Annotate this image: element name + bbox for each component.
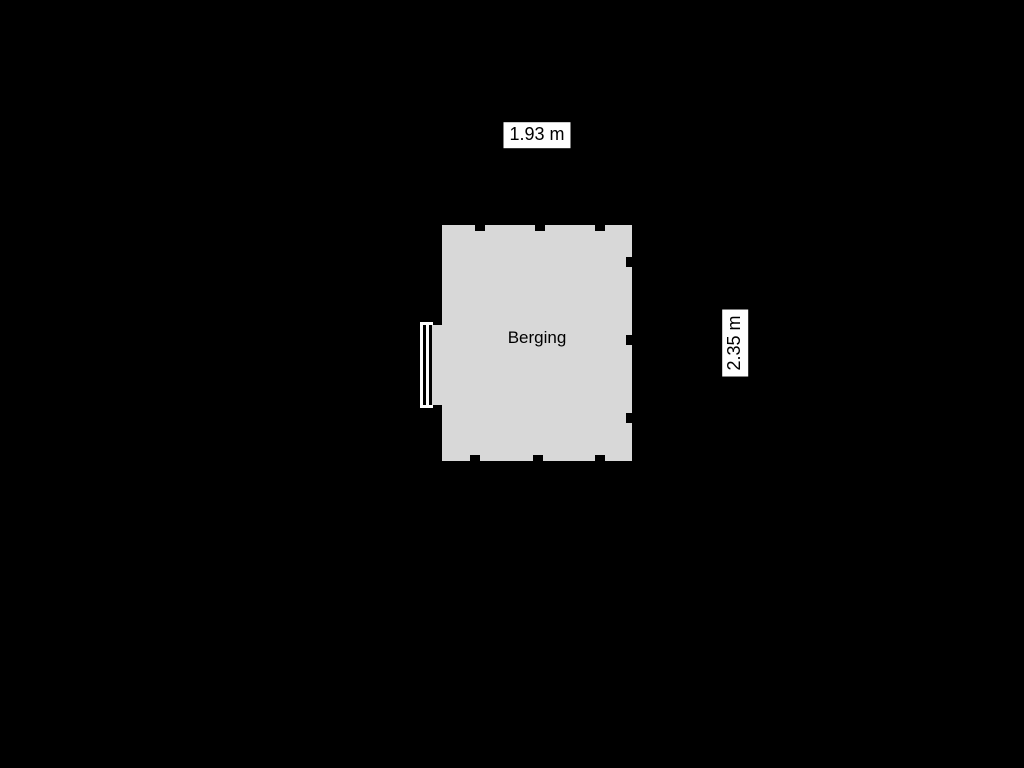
stud xyxy=(626,257,632,267)
stud xyxy=(470,455,480,461)
stud xyxy=(626,413,632,423)
dimension-width-label: 1.93 m xyxy=(503,122,570,148)
stud xyxy=(535,225,545,231)
room-label: Berging xyxy=(508,328,567,348)
door-track xyxy=(420,325,423,405)
stud xyxy=(626,335,632,345)
door-track-cap xyxy=(420,322,433,325)
stud xyxy=(595,225,605,231)
door-opening xyxy=(432,325,442,405)
dimension-height-label: 2.35 m xyxy=(722,309,748,376)
door-track xyxy=(426,325,429,405)
stud xyxy=(533,455,543,461)
door-track-cap xyxy=(420,405,433,408)
stud xyxy=(595,455,605,461)
stud xyxy=(475,225,485,231)
floorplan-canvas: Berging 1.93 m 2.35 m xyxy=(0,0,1024,768)
